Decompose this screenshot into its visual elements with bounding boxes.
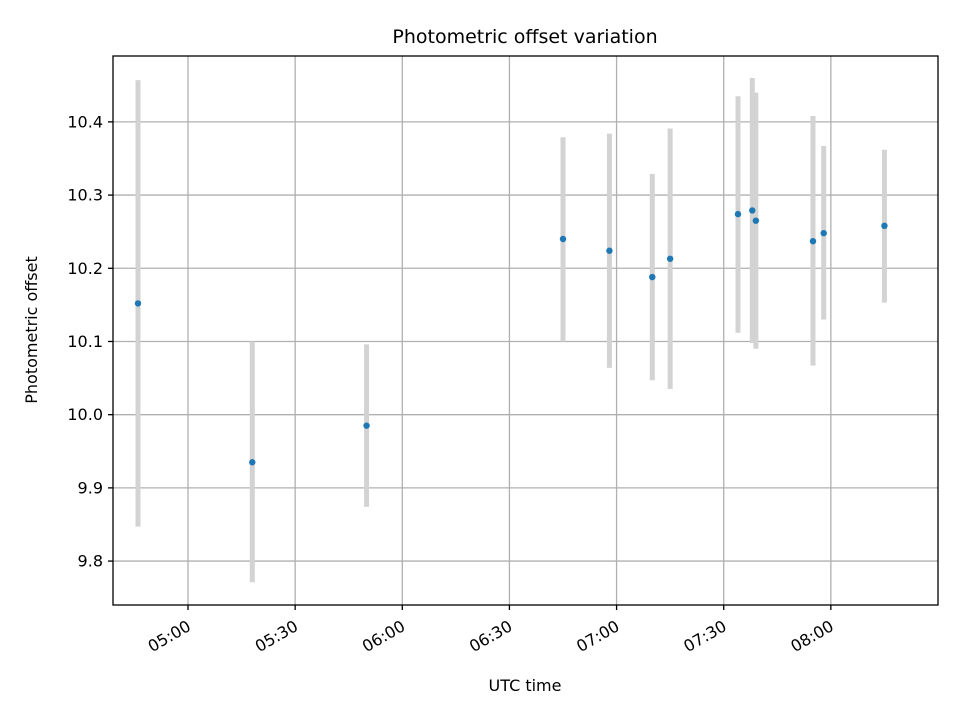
- data-point: [881, 222, 888, 230]
- data-point: [649, 273, 656, 281]
- y-tick-label: 9.8: [78, 552, 103, 571]
- y-axis-title: Photometric offset: [22, 256, 41, 404]
- data-point: [559, 235, 567, 243]
- data-point: [606, 247, 613, 254]
- y-tick-label: 10.0: [67, 405, 103, 424]
- y-tick-label: 10.2: [67, 259, 103, 278]
- plot-frame: [112, 55, 939, 606]
- data-point: [749, 207, 756, 214]
- data-point: [666, 255, 674, 262]
- data-point: [734, 210, 742, 218]
- data-point: [809, 237, 817, 245]
- y-tick-label: 10.4: [67, 112, 103, 131]
- data-points: [134, 207, 888, 466]
- data-point: [134, 300, 142, 307]
- y-tick-label: 9.9: [78, 478, 103, 497]
- data-point: [752, 217, 760, 224]
- data-point: [363, 422, 370, 429]
- chart-title: Photometric offset variation: [392, 26, 657, 48]
- data-point: [820, 229, 827, 237]
- x-axis-title: UTC time: [489, 676, 562, 695]
- data-point: [249, 459, 256, 466]
- y-tick-label: 10.1: [67, 332, 103, 351]
- y-tick-label: 10.3: [67, 186, 103, 205]
